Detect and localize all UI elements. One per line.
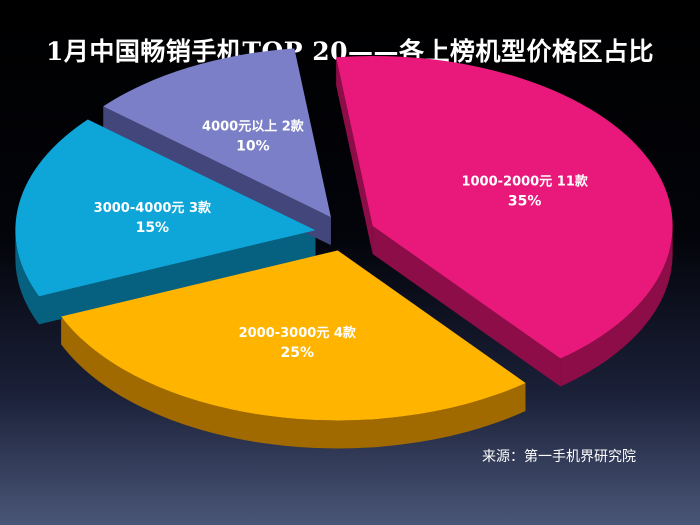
- slice-0-edge-end: [372, 226, 561, 387]
- slice-0-edge-start: [336, 57, 373, 255]
- pie-slice-3: [103, 48, 331, 218]
- slice-0-side: [560, 226, 673, 387]
- pie-slice-2: [15, 119, 316, 297]
- slice-label-3: 4000元以上 2款: [202, 119, 305, 135]
- slice-label-0: 1000-2000元 11款: [461, 174, 588, 190]
- pie-slice-1: [61, 250, 526, 421]
- slice-2-edge-start: [38, 230, 316, 325]
- slice-percent-3: 10%: [236, 139, 270, 155]
- slice-label-2: 3000-4000元 3款: [94, 200, 212, 216]
- pie-slice-0: [336, 56, 673, 359]
- pie-slices: [15, 48, 673, 421]
- slice-percent-0: 35%: [508, 194, 542, 210]
- slice-percent-2: 15%: [136, 220, 170, 236]
- source-note: 来源：第一手机界研究院: [482, 449, 636, 465]
- slice-percent-1: 25%: [280, 345, 314, 361]
- pie-labels: 1000-2000元 11款 35% 2000-3000元 4款 25% 3000-40…: [94, 119, 589, 361]
- slice-label-1: 2000-3000元 4款: [239, 325, 357, 341]
- slice-1-side: [61, 316, 526, 449]
- slice-2-side: [15, 230, 39, 325]
